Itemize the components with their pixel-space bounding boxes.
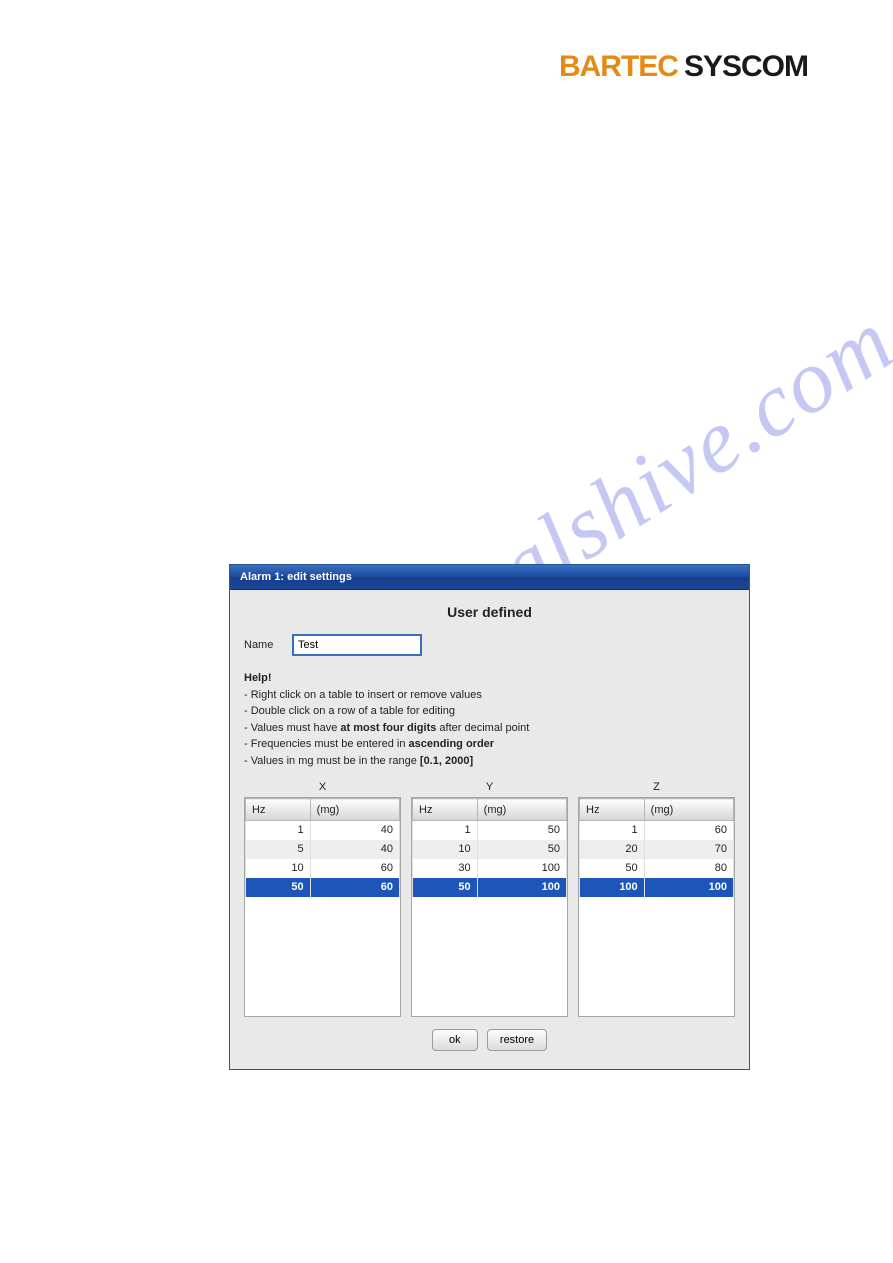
table-row[interactable]: 150 [413,821,567,840]
help-block: Help! Right click on a table to insert o… [244,670,735,769]
cell-hz[interactable]: 50 [246,878,311,897]
cell-hz[interactable]: 50 [580,859,645,878]
data-table-y[interactable]: Hz (mg) 15010503010050100 [412,798,567,897]
col-header-mg[interactable]: (mg) [477,799,566,821]
table-row[interactable]: 50100 [413,878,567,897]
help-line: Values in mg must be in the range [0.1, … [244,753,735,770]
cell-hz[interactable]: 50 [413,878,478,897]
table-row[interactable]: 5080 [580,859,734,878]
cell-mg[interactable]: 100 [644,878,733,897]
table-wrap[interactable]: Hz (mg) 16020705080100100 [578,797,735,1017]
table-column-z: Z Hz (mg) 16020705080100100 [578,781,735,1017]
brand-secondary: SYSCOM [684,50,808,83]
col-header-mg[interactable]: (mg) [644,799,733,821]
cell-hz[interactable]: 10 [246,859,311,878]
data-table-x[interactable]: Hz (mg) 14054010605060 [245,798,400,897]
table-row[interactable]: 2070 [580,840,734,859]
cell-hz[interactable]: 20 [580,840,645,859]
table-row[interactable]: 540 [246,840,400,859]
table-row[interactable]: 30100 [413,859,567,878]
page-header: BARTECSYSCOM [559,50,808,84]
ok-button[interactable]: ok [432,1029,478,1051]
help-line: Frequencies must be entered in ascending… [244,736,735,753]
cell-mg[interactable]: 60 [644,821,733,840]
table-wrap[interactable]: Hz (mg) 14054010605060 [244,797,401,1017]
table-wrap[interactable]: Hz (mg) 15010503010050100 [411,797,568,1017]
cell-mg[interactable]: 40 [310,840,399,859]
col-header-mg[interactable]: (mg) [310,799,399,821]
table-label: Y [411,781,568,793]
cell-mg[interactable]: 50 [477,840,566,859]
table-label: Z [578,781,735,793]
name-input[interactable] [292,634,422,656]
cell-hz[interactable]: 1 [580,821,645,840]
table-row[interactable]: 100100 [580,878,734,897]
table-row[interactable]: 140 [246,821,400,840]
col-header-hz[interactable]: Hz [413,799,478,821]
cell-mg[interactable]: 70 [644,840,733,859]
help-line: Values must have at most four digits aft… [244,720,735,737]
cell-mg[interactable]: 100 [477,878,566,897]
help-line: Right click on a table to insert or remo… [244,687,735,704]
table-row[interactable]: 1060 [246,859,400,878]
cell-hz[interactable]: 5 [246,840,311,859]
dialog-titlebar: Alarm 1: edit settings [230,565,749,590]
cell-hz[interactable]: 10 [413,840,478,859]
cell-hz[interactable]: 1 [413,821,478,840]
table-row[interactable]: 1050 [413,840,567,859]
table-label: X [244,781,401,793]
cell-mg[interactable]: 50 [477,821,566,840]
cell-mg[interactable]: 60 [310,859,399,878]
col-header-hz[interactable]: Hz [580,799,645,821]
cell-hz[interactable]: 30 [413,859,478,878]
table-column-y: Y Hz (mg) 15010503010050100 [411,781,568,1017]
cell-mg[interactable]: 80 [644,859,733,878]
tables-row: X Hz (mg) 14054010605060 Y [244,781,735,1017]
name-row: Name [244,634,735,656]
name-label: Name [244,639,292,651]
section-title: User defined [244,604,735,620]
restore-button[interactable]: restore [487,1029,547,1051]
table-column-x: X Hz (mg) 14054010605060 [244,781,401,1017]
cell-mg[interactable]: 40 [310,821,399,840]
data-table-z[interactable]: Hz (mg) 16020705080100100 [579,798,734,897]
button-row: ok restore [244,1017,735,1061]
dialog-content: User defined Name Help! Right click on a… [230,590,749,1069]
cell-hz[interactable]: 100 [580,878,645,897]
help-title: Help! [244,670,735,687]
col-header-hz[interactable]: Hz [246,799,311,821]
cell-hz[interactable]: 1 [246,821,311,840]
help-line: Double click on a row of a table for edi… [244,703,735,720]
alarm-edit-dialog: Alarm 1: edit settings User defined Name… [229,564,750,1070]
table-row[interactable]: 160 [580,821,734,840]
cell-mg[interactable]: 60 [310,878,399,897]
brand-primary: BARTEC [559,50,678,83]
table-row[interactable]: 5060 [246,878,400,897]
cell-mg[interactable]: 100 [477,859,566,878]
